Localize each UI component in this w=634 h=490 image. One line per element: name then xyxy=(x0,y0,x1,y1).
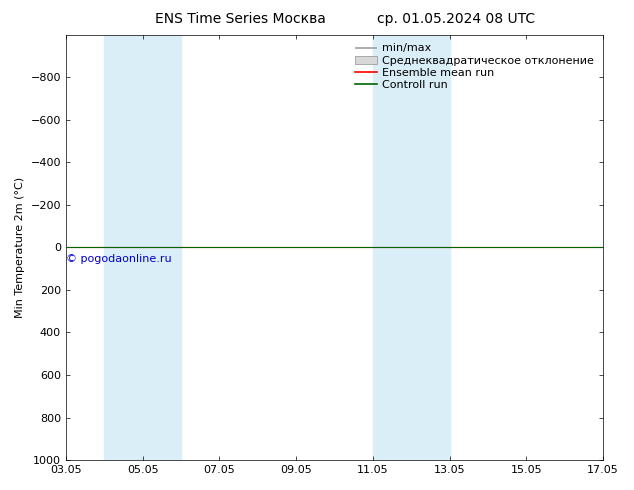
Bar xyxy=(143,35,181,460)
Bar xyxy=(411,35,450,460)
Text: ср. 01.05.2024 08 UTC: ср. 01.05.2024 08 UTC xyxy=(377,12,536,26)
Y-axis label: Min Temperature 2m (°C): Min Temperature 2m (°C) xyxy=(15,177,25,318)
Bar xyxy=(104,35,143,460)
Text: © pogodaonline.ru: © pogodaonline.ru xyxy=(66,254,172,264)
Text: ENS Time Series Москва: ENS Time Series Москва xyxy=(155,12,327,26)
Legend: min/max, Среднеквадратическое отклонение, Ensemble mean run, Controll run: min/max, Среднеквадратическое отклонение… xyxy=(351,40,598,94)
Bar xyxy=(373,35,411,460)
